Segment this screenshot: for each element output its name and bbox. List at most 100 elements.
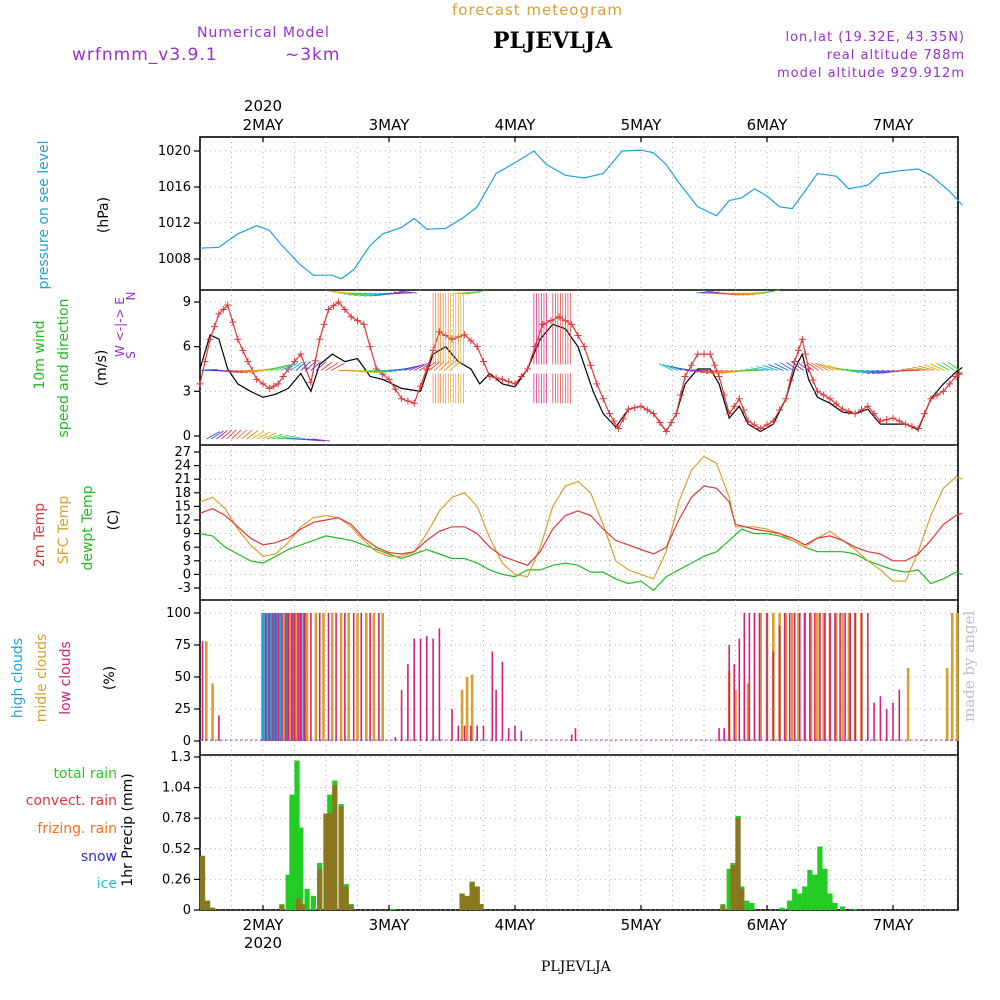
cloud-bar-low bbox=[892, 702, 894, 741]
wind-speed-marker bbox=[448, 335, 456, 343]
cloud-bar-low bbox=[885, 709, 888, 741]
wind-direction-arrow bbox=[666, 364, 683, 371]
legend-freezing-rain: frizing. rain bbox=[37, 821, 117, 837]
wind-axis-label-2: speed and direction bbox=[56, 299, 72, 438]
precip-axis-label: 1hr Precip (mm) bbox=[120, 773, 136, 886]
wind-direction-arrow bbox=[290, 361, 303, 371]
precip-total-bar bbox=[390, 908, 396, 910]
precip-total-bar bbox=[840, 906, 846, 910]
precip-total-bar bbox=[802, 886, 808, 910]
wind-speed-marker bbox=[735, 395, 743, 403]
wind-speed-marker bbox=[801, 350, 809, 358]
wind-speed-marker bbox=[599, 395, 607, 403]
y-tick-label: 1008 bbox=[158, 252, 191, 267]
wind-speed-marker bbox=[265, 384, 273, 392]
cloud-bar-low bbox=[419, 638, 422, 741]
cloud-bar-low bbox=[738, 638, 741, 741]
wind-unit-label: (m/s) bbox=[94, 350, 110, 387]
wind-speed-marker bbox=[927, 395, 935, 403]
cloud-bar-low bbox=[352, 613, 355, 741]
wind-direction-arrow bbox=[369, 292, 387, 297]
wind-direction-arrow bbox=[689, 370, 708, 372]
wind-direction-arrow bbox=[364, 292, 382, 297]
wind-speed-marker bbox=[895, 417, 903, 425]
wind-speed-marker bbox=[720, 391, 728, 399]
wind-direction-arrow bbox=[276, 435, 295, 440]
precip-convective-bar bbox=[464, 895, 470, 910]
cloud-bar-mid bbox=[305, 613, 309, 741]
bottom-day-label: 6MAY bbox=[747, 916, 789, 934]
top-day-label: 3MAY bbox=[369, 116, 411, 134]
wind-direction-arrow bbox=[947, 361, 961, 371]
wind-direction-arrow bbox=[398, 290, 417, 294]
cloud-bar-mid bbox=[465, 677, 469, 741]
wind-direction-arrow bbox=[266, 433, 283, 440]
precip-convective-bar bbox=[474, 886, 480, 910]
sfc-temp-line bbox=[199, 455, 963, 582]
wind-speed-marker bbox=[876, 417, 884, 425]
wind-speed-marker bbox=[341, 305, 349, 313]
dewpoint-line bbox=[199, 528, 963, 592]
wind-direction-arrow bbox=[726, 292, 745, 296]
wind-speed-marker bbox=[568, 320, 576, 328]
y-tick-label: 6 bbox=[183, 540, 191, 555]
cloud-bar-low bbox=[463, 725, 466, 741]
real-altitude: real altitude 788m bbox=[826, 48, 965, 63]
wind-direction-arrow bbox=[901, 369, 920, 371]
wind-speed-marker bbox=[921, 410, 928, 418]
model-resolution: ~3km bbox=[285, 45, 341, 65]
wind-direction-arrow bbox=[235, 370, 254, 373]
precip-convective-bar bbox=[459, 893, 465, 910]
wind-speed-marker bbox=[201, 358, 209, 366]
cloud-bar-low bbox=[413, 638, 415, 741]
wind-direction-arrow bbox=[930, 363, 945, 371]
precip-total-bar bbox=[294, 760, 300, 910]
wind-direction-arrow bbox=[315, 361, 327, 371]
wind-direction-arrow bbox=[295, 361, 307, 371]
wind-direction-arrow bbox=[261, 432, 277, 440]
wind-direction-arrow bbox=[359, 292, 377, 297]
wind-direction-arrow bbox=[924, 364, 940, 371]
wind-direction-arrow bbox=[815, 362, 829, 371]
model-name: wrfnmm_v3.9.1 bbox=[72, 45, 218, 65]
y-tick-label: 0 bbox=[183, 903, 191, 918]
wind-speed-marker bbox=[798, 335, 806, 343]
wind-direction-arrow bbox=[348, 292, 367, 296]
wind-speed-marker bbox=[307, 378, 315, 386]
wind-speed-marker bbox=[744, 417, 752, 425]
wind-dir-n: N bbox=[124, 292, 138, 301]
wind-speed-marker bbox=[539, 320, 547, 328]
bottom-day-label: 7MAY bbox=[873, 916, 915, 934]
cloud-bar-low bbox=[327, 613, 330, 741]
cloud-bar-low bbox=[277, 613, 279, 741]
footer-station: PLJEVLJA bbox=[541, 959, 611, 975]
wind-speed-marker bbox=[643, 406, 651, 414]
wind-direction-arrow bbox=[307, 438, 325, 442]
y-tick-label: 3 bbox=[183, 384, 191, 399]
wind-speed-marker bbox=[730, 402, 738, 410]
precip-convective-bar bbox=[478, 904, 484, 910]
wind-direction-arrow bbox=[236, 429, 247, 440]
precip-convective-bar bbox=[323, 813, 329, 910]
wind-direction-arrow bbox=[439, 361, 450, 371]
cloud-bar-low bbox=[867, 613, 869, 741]
high-cloud-label: high clouds bbox=[10, 638, 26, 718]
wind-speed-marker bbox=[631, 404, 639, 412]
wind-direction-arrow bbox=[211, 430, 224, 440]
wind-speed-marker bbox=[291, 358, 298, 366]
wind-direction-arrow bbox=[731, 292, 750, 296]
precip-total-bar bbox=[310, 895, 316, 910]
precip-total-bar bbox=[285, 874, 291, 910]
wind-dir-s: S bbox=[124, 351, 138, 359]
cloud-bar-mid bbox=[734, 689, 737, 741]
cloud-bar-low bbox=[281, 613, 283, 741]
precip-convective-bar bbox=[348, 905, 354, 910]
wind-direction-arrow bbox=[275, 363, 291, 371]
y-tick-label: 1016 bbox=[158, 180, 191, 195]
wind-direction-arrow bbox=[368, 370, 387, 373]
precip-convective-bar bbox=[735, 818, 741, 910]
wind-speed-marker bbox=[505, 378, 513, 386]
wind-direction-arrow bbox=[720, 370, 739, 374]
wind-speed-marker bbox=[215, 310, 223, 318]
wind-direction-arrow bbox=[330, 362, 345, 371]
